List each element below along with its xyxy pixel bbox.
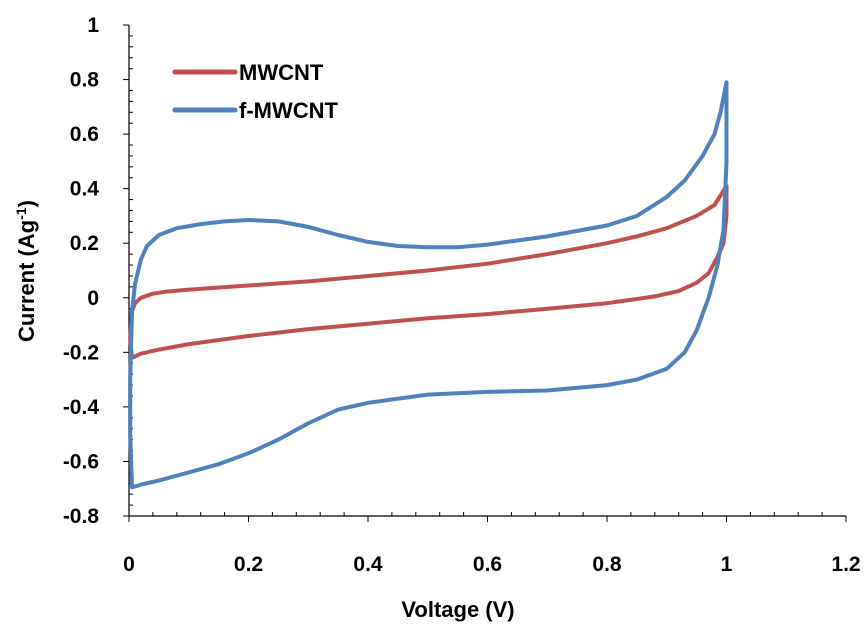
legend-label: MWCNT [239,60,324,85]
y-tick-label: 1 [87,14,99,37]
series-layer [128,80,729,490]
y-tick-label: 0.4 [70,178,100,201]
x-tick-label: 0.4 [353,553,383,576]
y-tick-label: 0.2 [70,232,99,255]
y-axis-title-superscript: -1 [13,207,29,220]
y-axis-title-text: Current (Ag [14,220,39,342]
x-tick-label: 0.6 [473,553,502,576]
x-tick-label: 1.2 [831,553,860,576]
legend: MWCNT f-MWCNT [172,60,339,123]
y-tick-label: -0.4 [63,396,100,419]
y-axis: -0.8 -0.6 -0.4 -0.2 0 0.2 0.4 0.6 0.8 1 [63,14,133,528]
y-tick-label: -0.8 [63,505,100,528]
x-axis-title: Voltage (V) [401,597,514,622]
x-tick-label: 0 [123,553,135,576]
x-tick-label: 0.8 [592,553,622,576]
y-tick-label: 0.6 [70,123,99,146]
y-axis-title: Current (Ag-1) [13,200,39,342]
y-tick-label: 0.8 [70,69,100,92]
x-axis: 0 0.2 0.4 0.6 0.8 1 1.2 [123,512,861,576]
y-tick-label: -0.6 [63,450,99,473]
series-line-f-mwcnt [128,80,729,490]
legend-label: f-MWCNT [239,98,339,123]
series-line-mwcnt [128,183,729,360]
x-tick-label: 1 [721,553,733,576]
plot-area [128,25,846,517]
x-tick-label: 0.2 [234,553,263,576]
y-axis-title-suffix: ) [14,200,39,207]
y-tick-label: -0.2 [63,341,99,364]
y-tick-label: 0 [87,287,99,310]
